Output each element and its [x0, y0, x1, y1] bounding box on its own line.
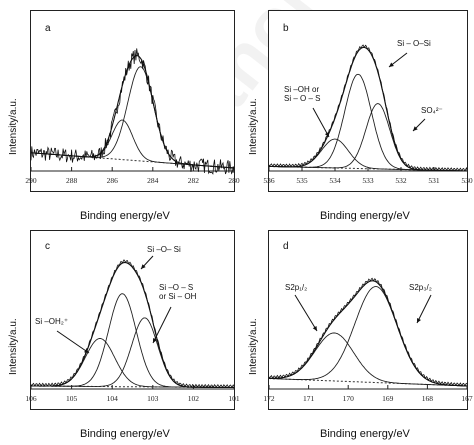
x-tick-label: 282: [188, 176, 200, 185]
component-peak-line: [31, 317, 234, 388]
annotation-arrowhead: [324, 132, 329, 137]
panel-letter: b: [283, 23, 289, 34]
x-tick-label: 172: [263, 394, 275, 403]
annotation-arrowhead: [153, 338, 157, 343]
panel-letter: a: [45, 23, 51, 34]
annotation-arrowhead: [413, 126, 418, 131]
annotation-si-oh2: Si –OH₂⁺: [35, 317, 69, 326]
plot-area: 290 288 286 284 282 280 a: [25, 10, 240, 192]
x-tick-label: 101: [228, 394, 240, 403]
x-tick-label: 168: [422, 394, 434, 403]
component-peak-line: [31, 338, 234, 388]
x-tick-label: 105: [66, 394, 78, 403]
x-tick-label: 535: [296, 176, 308, 185]
annotation-arrowhead: [389, 62, 394, 67]
y-axis-label: Intensity/a.u.: [248, 98, 259, 155]
chart-svg: 536 535 534 533 532 531 530: [263, 44, 473, 185]
x-tick-label: 290: [25, 176, 37, 185]
raw-data-line: [268, 277, 468, 387]
envelope-fit-line: [268, 46, 467, 172]
annotation-arrow: [152, 306, 172, 344]
x-tick-label: 531: [428, 176, 440, 185]
x-tick-label: 286: [107, 176, 119, 185]
y-axis-label: Intensity/a.u.: [8, 98, 19, 155]
plot-area: 536 535 534 533 532 531 530 b Si – O–Si Si –OH…: [263, 10, 473, 192]
raw-data-line: [30, 259, 235, 388]
x-tick-label: 534: [329, 176, 341, 185]
raw-data-line: [268, 44, 468, 172]
raw-data-line: [30, 48, 235, 175]
annotation-arrow: [56, 330, 90, 354]
annotation-si-oh: Si –OH or Si – O – S: [284, 85, 321, 103]
chart-svg: 290 288 286 284 282 280: [25, 48, 240, 185]
annotation-arrowhead: [84, 348, 89, 353]
annotation-so4: SO₄²⁻: [421, 106, 443, 115]
x-tick-label: 530: [461, 176, 473, 185]
x-tick-label: 170: [343, 394, 355, 403]
plot-area: 172 171 170 169 168 167 d S2p₁/₂ S2p₃/₂: [263, 230, 473, 410]
annotation-arrowhead: [312, 326, 317, 331]
y-axis-label: Intensity/a.u.: [248, 318, 259, 375]
x-tick-label: 171: [303, 394, 315, 403]
envelope-fit-line: [31, 261, 234, 389]
envelope-fit-line: [269, 280, 467, 387]
x-tick-label: 280: [228, 176, 240, 185]
x-tick-label: 104: [107, 394, 119, 403]
component-peak-line: [31, 66, 235, 169]
x-tick-label: 102: [188, 394, 200, 403]
annotation-s2p12: S2p₁/₂: [285, 283, 308, 292]
plot-area: 106 105 104 103 102 101 c Si –O– Si Si –O – S…: [25, 230, 240, 410]
annotation-arrow: [312, 107, 330, 138]
x-axis-label: Binding energy/eV: [320, 210, 410, 222]
x-tick-label: 536: [263, 176, 275, 185]
envelope-fit-line: [31, 55, 235, 169]
annotation-arrow: [294, 294, 318, 332]
x-tick-label: 533: [362, 176, 374, 185]
component-peak-line: [31, 293, 234, 388]
x-tick-label: 288: [66, 176, 78, 185]
annotation-si-o-si: Si – O–Si: [397, 39, 431, 48]
component-peak-line: [269, 332, 467, 387]
annotation-arrowhead: [417, 318, 421, 323]
annotation-arrowhead: [141, 264, 146, 269]
chart-svg: 172 171 170 169 168 167: [263, 277, 473, 403]
x-axis-label: Binding energy/eV: [80, 210, 170, 222]
x-axis-label: Binding energy/eV: [320, 428, 410, 440]
panel-letter: c: [45, 241, 50, 252]
annotation-si-o-si: Si –O– Si: [147, 245, 181, 254]
x-tick-label: 167: [461, 394, 473, 403]
x-tick-label: 169: [382, 394, 394, 403]
annotation-si-o-s: Si –O – S or Si – OH: [159, 283, 197, 301]
y-axis-label: Intensity/a.u.: [8, 318, 19, 375]
x-axis-label: Binding energy/eV: [80, 428, 170, 440]
panel-letter: d: [283, 241, 289, 252]
annotation-s2p32: S2p₃/₂: [409, 283, 432, 292]
x-tick-label: 106: [25, 394, 37, 403]
x-tick-label: 103: [147, 394, 159, 403]
chart-svg: 106 105 104 103 102 101: [25, 255, 240, 403]
x-tick-label: 284: [147, 176, 159, 185]
annotation-arrow: [416, 294, 432, 324]
x-tick-label: 532: [395, 176, 407, 185]
